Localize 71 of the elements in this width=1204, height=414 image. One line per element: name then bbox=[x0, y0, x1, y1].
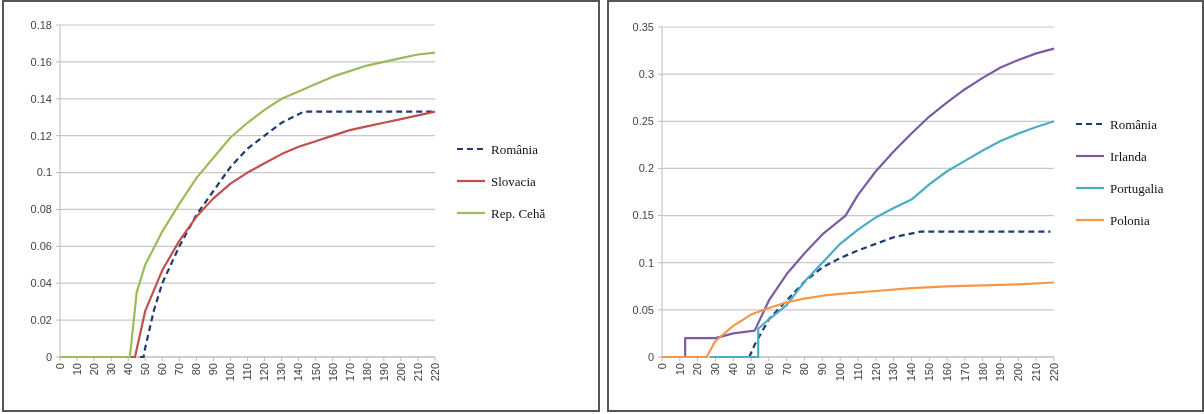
y-tick-label: 0.35 bbox=[632, 20, 654, 33]
y-tick-label: 0.05 bbox=[632, 303, 654, 316]
x-tick-label: 180 bbox=[976, 363, 989, 382]
line-series bbox=[748, 230, 1052, 359]
x-tick-label: 170 bbox=[343, 363, 356, 382]
x-tick-label: 190 bbox=[377, 363, 390, 382]
x-tick-label: 20 bbox=[87, 363, 100, 376]
y-tick-label: 0.3 bbox=[638, 67, 654, 80]
x-tick-label: 190 bbox=[994, 363, 1007, 382]
x-tick-label: 70 bbox=[780, 363, 793, 376]
legend-label: Slovacia bbox=[491, 173, 536, 189]
x-tick-label: 80 bbox=[798, 363, 811, 376]
y-tick-label: 0.12 bbox=[30, 129, 52, 142]
x-tick-label: 120 bbox=[869, 363, 882, 382]
x-tick-label: 220 bbox=[1047, 363, 1060, 382]
y-tick-label: 0.08 bbox=[30, 203, 52, 216]
y-tick-label: 0.14 bbox=[30, 92, 52, 105]
x-tick-label: 50 bbox=[139, 363, 152, 376]
legend-label: România bbox=[1110, 116, 1158, 132]
legend-label: Irlanda bbox=[1110, 148, 1148, 164]
x-tick-label: 120 bbox=[258, 363, 271, 382]
legend-label: România bbox=[491, 141, 539, 157]
line-series bbox=[709, 120, 1056, 359]
y-tick-label: 0.16 bbox=[30, 55, 52, 68]
x-tick-label: 100 bbox=[834, 363, 847, 382]
x-tick-label: 100 bbox=[224, 363, 237, 382]
x-tick-label: 150 bbox=[923, 363, 936, 382]
x-tick-label: 20 bbox=[691, 363, 704, 376]
y-tick-label: 0.15 bbox=[632, 209, 654, 222]
x-tick-label: 180 bbox=[360, 363, 373, 382]
y-tick-label: 0.04 bbox=[30, 277, 52, 290]
x-tick-label: 130 bbox=[887, 363, 900, 382]
x-tick-label: 80 bbox=[190, 363, 203, 376]
y-tick-label: 0.02 bbox=[30, 313, 52, 326]
x-tick-label: 10 bbox=[70, 363, 83, 376]
x-tick-label: 60 bbox=[156, 363, 169, 376]
x-tick-label: 220 bbox=[428, 363, 441, 382]
x-tick-label: 160 bbox=[326, 363, 339, 382]
x-tick-label: 110 bbox=[241, 363, 254, 381]
x-tick-label: 140 bbox=[905, 363, 918, 382]
x-tick-label: 90 bbox=[207, 363, 220, 376]
x-tick-label: 210 bbox=[411, 363, 424, 382]
y-tick-label: 0.18 bbox=[30, 18, 52, 31]
x-tick-label: 30 bbox=[709, 363, 722, 376]
x-tick-label: 0 bbox=[655, 363, 668, 370]
legend-label: Rep. Cehă bbox=[491, 205, 546, 221]
x-tick-label: 40 bbox=[122, 363, 135, 376]
x-tick-label: 150 bbox=[309, 363, 322, 382]
y-tick-label: 0.06 bbox=[30, 240, 52, 253]
y-tick-label: 0.25 bbox=[632, 115, 654, 128]
x-tick-label: 90 bbox=[816, 363, 829, 376]
x-tick-label: 200 bbox=[1012, 363, 1025, 382]
y-tick-label: 0.1 bbox=[36, 166, 52, 179]
x-tick-label: 60 bbox=[762, 363, 775, 376]
x-tick-label: 210 bbox=[1030, 363, 1043, 382]
x-tick-label: 130 bbox=[275, 363, 288, 382]
legend-label: Polonia bbox=[1110, 212, 1150, 228]
y-tick-label: 0.1 bbox=[638, 256, 654, 269]
x-tick-label: 140 bbox=[292, 363, 305, 382]
x-tick-label: 170 bbox=[958, 363, 971, 382]
x-tick-label: 0 bbox=[53, 363, 66, 370]
x-tick-label: 40 bbox=[727, 363, 740, 376]
x-tick-label: 110 bbox=[851, 363, 864, 381]
x-tick-label: 200 bbox=[394, 363, 407, 382]
y-tick-label: 0.2 bbox=[638, 162, 654, 175]
x-tick-label: 70 bbox=[173, 363, 186, 376]
x-tick-label: 30 bbox=[104, 363, 117, 376]
legend-label: Portugalia bbox=[1110, 180, 1164, 196]
x-tick-label: 160 bbox=[940, 363, 953, 382]
x-tick-label: 50 bbox=[744, 363, 757, 376]
x-tick-label: 10 bbox=[673, 363, 686, 376]
